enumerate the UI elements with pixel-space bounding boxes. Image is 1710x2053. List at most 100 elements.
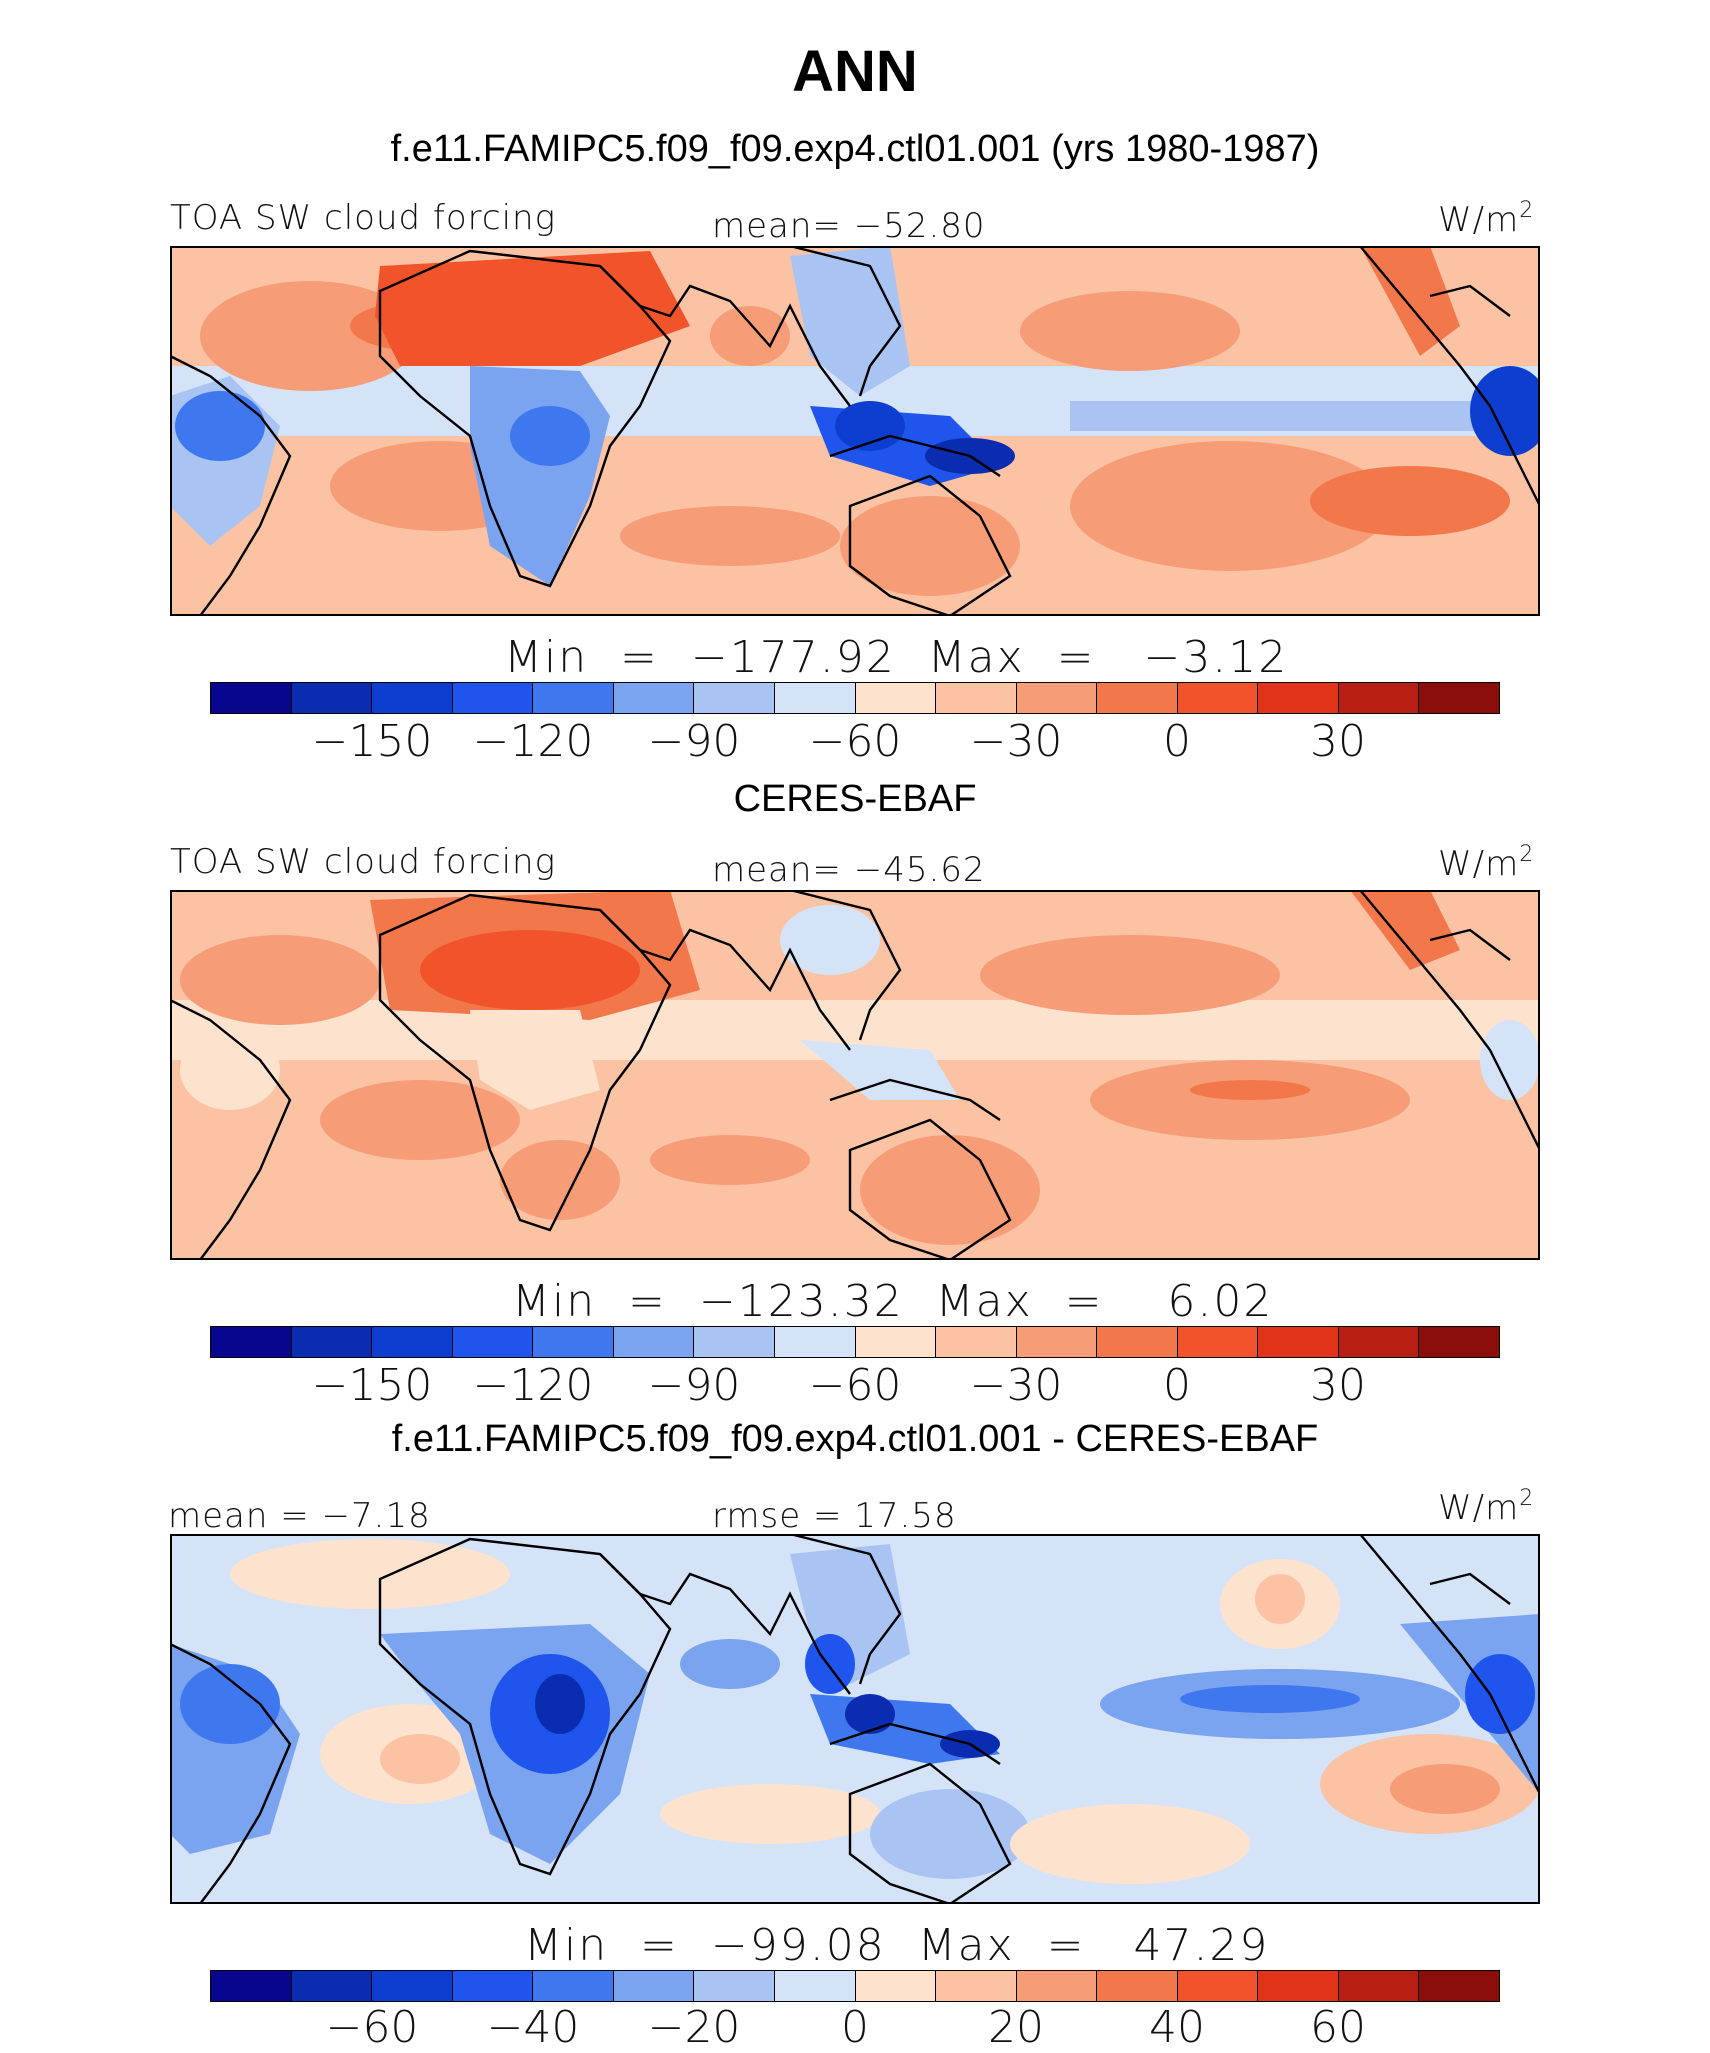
colorbar-swatch [372,683,453,713]
colorbar-swatch [1097,683,1178,713]
colorbar-swatch [1338,1971,1420,2001]
colorbar-swatch [452,1327,534,1357]
east-asia-diff [790,1544,910,1684]
panel-3-colorbar [210,1970,1500,2002]
colorbar-tick: −120 [472,716,594,767]
colorbar-swatch [1338,1327,1420,1357]
colorbar-tick: −150 [311,716,433,767]
north-atlantic-stratocumulus [200,281,420,391]
panel-1-colorbar [210,682,1500,714]
colorbar-swatch [1419,1327,1499,1357]
colorbar-swatch [936,683,1017,713]
panel-3-rmse-label: rmse = 17.58 [712,1496,957,1536]
colorbar-swatch [1419,1971,1499,2001]
east-asia-low [780,905,880,975]
colorbar-swatch [211,1327,292,1357]
colorbar-swatch [936,1971,1017,2001]
panel-3-heading: f.e11.FAMIPC5.f09_f09.exp4.ctl01.001 - C… [391,1418,1319,1460]
colorbar-swatch [211,1971,292,2001]
panel-3-coastlines [170,1534,1540,1904]
panel-2-map [170,890,1540,1260]
colorbar-tick: −150 [311,1360,433,1411]
colorbar-swatch [291,683,373,713]
australia-high [840,496,1020,596]
colorbar-swatch [855,1971,937,2001]
colorbar-tick: −120 [472,1360,594,1411]
colorbar-tick: −90 [647,716,741,767]
colorbar-swatch [1419,683,1499,713]
colorbar-swatch [613,1971,695,2001]
colorbar-tick: 0 [1163,1360,1191,1411]
panel-2-mean-label: mean= −45.62 [712,850,986,890]
colorbar-swatch [1097,1971,1178,2001]
panel-1-map-frame [170,246,1540,616]
colorbar-swatch [1258,1327,1339,1357]
colorbar-swatch [1338,683,1420,713]
colorbar-tick: 30 [1310,716,1366,767]
colorbar-swatch [533,1327,614,1357]
colorbar-swatch [1177,1971,1259,2001]
panel-2-map-frame [170,890,1540,1260]
colorbar-swatch [694,1971,775,2001]
colorbar-tick: −40 [486,2002,580,2053]
colorbar-swatch [1177,1327,1259,1357]
colorbar-tick: 20 [988,2002,1044,2053]
panel-2-variable-label: TOA SW cloud forcing [170,842,556,882]
panel-1-units: W/m2 [1438,198,1535,240]
colorbar-tick: 0 [841,2002,869,2053]
colorbar-swatch [533,1971,614,2001]
colorbar-swatch [1258,1971,1339,2001]
panel-1-coastlines [170,246,1540,616]
colorbar-swatch [291,1327,373,1357]
colorbar-swatch [936,1327,1017,1357]
panel-3-mean-label: mean = −7.18 [168,1496,431,1536]
panel-1-minmax: Min = −177.92 Max = −3.12 [504,632,1289,683]
colorbar-tick: −60 [808,1360,902,1411]
itcz-band [1070,401,1540,431]
panel-1-map [170,246,1540,616]
colorbar-tick: −30 [969,716,1063,767]
panel-2-units: W/m2 [1438,842,1535,884]
colorbar-tick: −60 [325,2002,419,2053]
colorbar-tick: 40 [1149,2002,1205,2053]
colorbar-swatch [1097,1327,1178,1357]
panel-2-coastlines [170,890,1540,1260]
colorbar-swatch [855,683,937,713]
colorbar-swatch [372,1971,453,2001]
colorbar-swatch [1016,683,1098,713]
panel-1-mean-label: mean= −52.80 [712,206,986,246]
colorbar-swatch [533,683,614,713]
colorbar-swatch [291,1971,373,2001]
colorbar-swatch [1016,1327,1098,1357]
australia-high [860,1135,1040,1245]
panel-3-map [170,1534,1540,1904]
panel-1-variable-label: TOA SW cloud forcing [170,198,556,238]
sahara-high [375,251,690,366]
colorbar-swatch [694,683,775,713]
colorbar-swatch [452,683,534,713]
south-pacific-high [1070,441,1390,571]
colorbar-tick: −90 [647,1360,741,1411]
colorbar-swatch [774,683,856,713]
panel-1-heading: f.e11.FAMIPC5.f09_f09.exp4.ctl01.001 (yr… [390,128,1320,170]
north-pacific-high [1020,291,1240,371]
panel-2-colorbar [210,1326,1500,1358]
figure-title: ANN [792,39,918,104]
colorbar-swatch [1177,683,1259,713]
north-pacific-high [980,935,1280,1015]
colorbar-tick: −20 [647,2002,741,2053]
colorbar-swatch [1016,1971,1098,2001]
colorbar-swatch [372,1327,453,1357]
colorbar-swatch [774,1327,856,1357]
colorbar-tick: 0 [1163,716,1191,767]
colorbar-tick: 30 [1310,1360,1366,1411]
colorbar-tick: −30 [969,1360,1063,1411]
colorbar-swatch [613,683,695,713]
colorbar-swatch [452,1971,534,2001]
panel-3-minmax: Min = −99.08 Max = 47.29 [524,1920,1270,1971]
colorbar-swatch [211,683,292,713]
colorbar-swatch [613,1327,695,1357]
panel-2-heading: CERES-EBAF [733,778,977,820]
colorbar-swatch [1258,683,1339,713]
colorbar-tick: 60 [1310,2002,1366,2053]
